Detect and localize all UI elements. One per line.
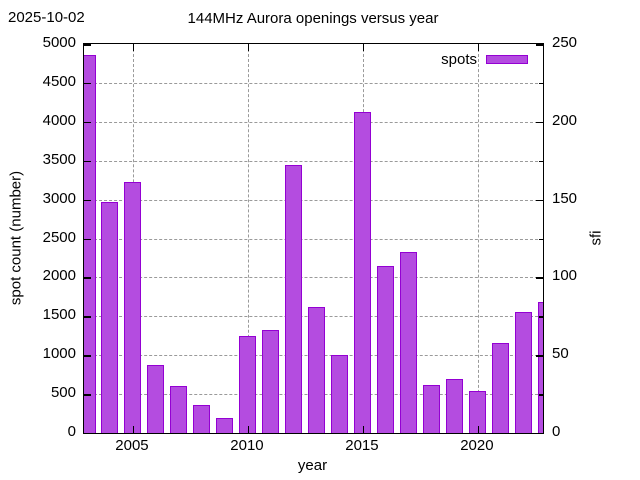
- y-axis-label: spot count (number): [7, 170, 25, 305]
- y-axis-tick: [84, 199, 91, 202]
- bar-2009: [216, 418, 234, 433]
- y2-axis-tick: [536, 44, 543, 46]
- gridline-horizontal: [84, 121, 543, 123]
- y-axis-tick: [84, 82, 91, 85]
- bar-2007: [170, 386, 188, 433]
- x-axis-tick: [247, 426, 250, 433]
- x-tick-label: 2010: [230, 437, 264, 454]
- x-axis-tick: [362, 426, 365, 433]
- gridline-horizontal: [84, 238, 543, 240]
- y-axis-tick: [84, 316, 91, 318]
- x-tick-label: 2020: [460, 437, 494, 454]
- bar-2014: [331, 355, 349, 433]
- bar-2019: [446, 378, 464, 433]
- y2-axis-minor-tick: [539, 316, 543, 318]
- gridline-horizontal: [84, 160, 543, 162]
- y-axis-tick: [84, 355, 91, 357]
- x-axis-top-tick: [132, 44, 135, 51]
- x-axis-top-tick: [247, 44, 250, 51]
- bar-2013: [308, 306, 326, 433]
- y-tick-label: 2000: [42, 267, 76, 285]
- y-tick-label: 1000: [42, 345, 76, 363]
- x-axis-label: year: [297, 457, 328, 474]
- y2-axis-label: sfi: [587, 230, 605, 245]
- date-stamp: 2025-10-02: [8, 9, 85, 26]
- bar-2008: [193, 404, 211, 433]
- y-tick-label: 0: [67, 423, 76, 440]
- y2-tick-label: 250: [552, 34, 578, 51]
- bar-2012: [285, 164, 303, 433]
- bar-2021: [492, 342, 510, 433]
- bar-2005: [124, 181, 142, 433]
- y2-axis-minor-tick: [539, 394, 543, 396]
- y-tick-label: 500: [50, 384, 76, 402]
- y2-axis-minor-tick: [539, 238, 543, 240]
- gridline-vertical: [247, 44, 249, 433]
- legend: spots: [441, 51, 528, 68]
- bar-2003: [84, 54, 96, 433]
- y2-axis-tick: [536, 199, 543, 202]
- x-axis-top-tick: [362, 44, 365, 51]
- y2-tick-label: 100: [552, 267, 578, 285]
- legend-series-label: spots: [441, 51, 477, 68]
- y-tick-label: 1500: [42, 306, 76, 324]
- bar-2023: [538, 302, 543, 433]
- bar-2010: [239, 335, 257, 433]
- gridline-horizontal: [84, 199, 543, 201]
- x-axis-top-tick: [477, 44, 480, 51]
- gridline-horizontal: [84, 82, 543, 84]
- y-axis-tick: [84, 433, 91, 434]
- legend-swatch-bar-sample: [486, 55, 528, 64]
- y-tick-label: 3500: [42, 150, 76, 168]
- bar-2017: [400, 251, 418, 433]
- y-tick-label: 4000: [42, 111, 76, 129]
- y-axis-tick: [84, 160, 91, 163]
- chart-title: 144MHz Aurora openings versus year: [187, 10, 439, 27]
- x-tick-label: 2005: [115, 437, 149, 454]
- y2-axis-tick: [536, 433, 543, 434]
- bar-2004: [101, 201, 119, 433]
- plot-area: spots: [83, 43, 544, 434]
- y-axis-tick: [84, 277, 91, 279]
- bar-2006: [147, 364, 165, 433]
- y2-axis-tick: [536, 277, 543, 279]
- y-tick-label: 4500: [42, 72, 76, 90]
- y2-axis-tick: [536, 355, 543, 357]
- y2-axis-minor-tick: [539, 160, 543, 163]
- y-axis-tick: [84, 44, 91, 46]
- bar-2016: [377, 265, 395, 433]
- bar-2020: [469, 391, 487, 433]
- y2-tick-label: 50: [552, 345, 569, 363]
- y-tick-label: 3000: [42, 189, 76, 207]
- y-axis-tick: [84, 121, 91, 124]
- y2-tick-label: 150: [552, 189, 578, 207]
- bar-2011: [262, 330, 280, 433]
- y-axis-tick: [84, 238, 91, 240]
- gridline-horizontal: [84, 277, 543, 279]
- x-axis-tick: [132, 426, 135, 433]
- x-tick-label: 2015: [345, 437, 379, 454]
- y-tick-label: 5000: [42, 34, 76, 51]
- y-axis-tick: [84, 394, 91, 396]
- bar-2015: [354, 112, 372, 433]
- y2-axis-minor-tick: [539, 82, 543, 85]
- y2-tick-label: 0: [552, 423, 561, 440]
- y2-axis-tick: [536, 121, 543, 124]
- x-axis-tick: [477, 426, 480, 433]
- y2-tick-label: 200: [552, 111, 578, 129]
- y-tick-label: 2500: [42, 228, 76, 246]
- bar-2022: [515, 311, 533, 433]
- gridline-vertical: [477, 44, 479, 433]
- bar-2018: [423, 384, 441, 433]
